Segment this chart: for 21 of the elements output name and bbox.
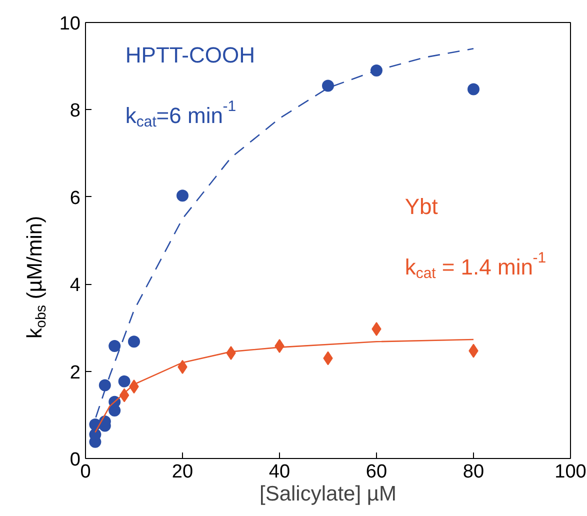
y-tick-label: 8 (70, 100, 81, 122)
x-tick-label: 40 (268, 462, 290, 482)
point (98, 379, 111, 392)
x-tick-label: 20 (172, 462, 194, 482)
y-tick-label: 4 (70, 275, 81, 296)
x-tick-label: 100 (554, 462, 586, 482)
y-tick-label: 2 (70, 362, 81, 384)
point (322, 80, 334, 92)
point (128, 336, 140, 348)
point (118, 375, 130, 388)
y-tick-label: 10 (59, 14, 81, 34)
x-tick-label: 80 (462, 462, 484, 482)
point (468, 83, 480, 96)
text: HPTT-COOH (125, 42, 255, 68)
x-tick-label: 60 (366, 462, 388, 482)
y-axis-title: kobs (µM/min) (24, 216, 50, 338)
y-tick-label: 6 (70, 188, 81, 209)
x-axis-title: [Salicylate] µM (260, 482, 396, 506)
point (108, 340, 121, 352)
text: Ybt (404, 194, 438, 220)
point (176, 190, 188, 202)
